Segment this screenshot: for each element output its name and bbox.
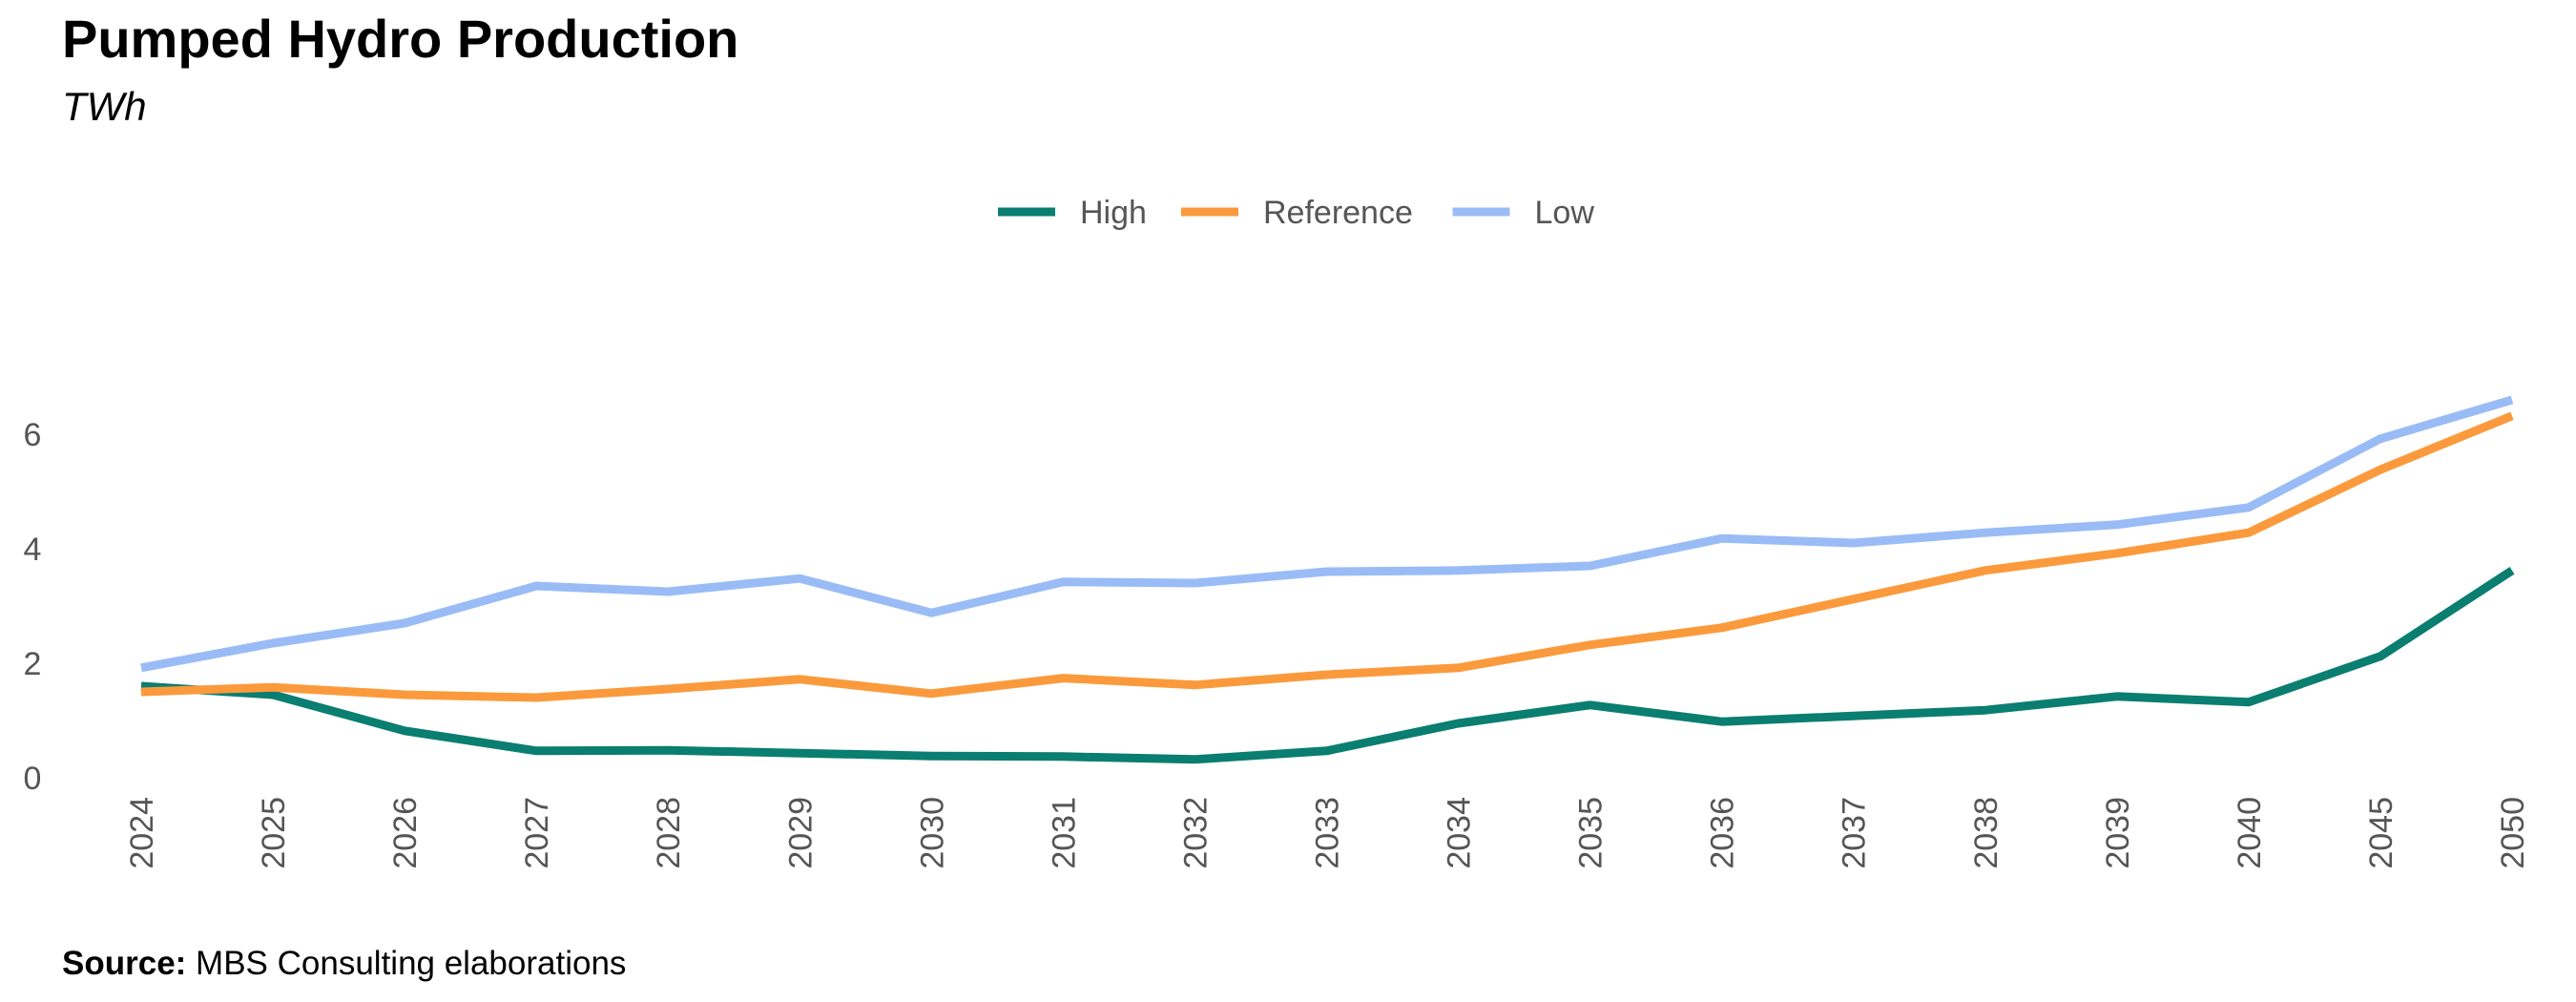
- x-tick-label: 2040: [2232, 797, 2268, 869]
- x-tick-label: 2036: [1705, 797, 1741, 869]
- legend-label: High: [1080, 195, 1147, 231]
- x-tick-label: 2026: [387, 797, 424, 869]
- x-tick-label: 2024: [124, 797, 160, 869]
- x-tick-label: 2031: [1046, 797, 1082, 869]
- y-tick-label: 6: [24, 417, 42, 453]
- chart-title: Pumped Hydro Production: [62, 9, 739, 69]
- source-label: Source:: [62, 945, 187, 982]
- x-tick-label: 2028: [651, 797, 687, 869]
- source-text: MBS Consulting elaborations: [196, 945, 627, 982]
- x-tick-label: 2033: [1310, 797, 1346, 869]
- legend-item-high: High: [998, 195, 1147, 231]
- x-tick-label: 2034: [1442, 797, 1478, 869]
- x-tick-label: 2032: [1177, 797, 1214, 869]
- x-tick-label: 2039: [2100, 797, 2136, 869]
- legend-item-reference: Reference: [1181, 195, 1413, 231]
- x-tick-label: 2050: [2495, 797, 2531, 869]
- series-line-reference: [140, 411, 2514, 702]
- x-tick-label: 2038: [1968, 797, 2005, 869]
- legend: High Reference Low: [998, 195, 1594, 231]
- series-line-high: [140, 567, 2515, 764]
- x-tick-label: 2027: [519, 797, 555, 869]
- series-lines: [140, 395, 2515, 764]
- legend-label: Reference: [1263, 195, 1413, 231]
- x-tick-label: 2037: [1837, 797, 1873, 869]
- x-tick-label: 2030: [914, 797, 950, 869]
- y-tick-label: 4: [24, 532, 42, 568]
- chart-subtitle: TWh: [62, 84, 147, 129]
- y-axis: 0 2 4 6: [24, 417, 42, 797]
- x-tick-label: 2035: [1573, 797, 1610, 869]
- legend-item-low: Low: [1452, 195, 1595, 231]
- series-line-low: [140, 395, 2514, 673]
- x-tick-label: 2029: [782, 797, 819, 869]
- x-tick-label: 2045: [2363, 797, 2399, 869]
- source-note: Source: MBS Consulting elaborations: [62, 945, 626, 983]
- x-axis: 2024 2025 2026 2027 2028 2029 2030 2031 2032 2033…: [124, 797, 2531, 869]
- y-tick-label: 0: [24, 761, 42, 797]
- x-tick-label: 2025: [256, 797, 292, 869]
- y-tick-label: 2: [24, 646, 42, 682]
- legend-label: Low: [1535, 195, 1595, 231]
